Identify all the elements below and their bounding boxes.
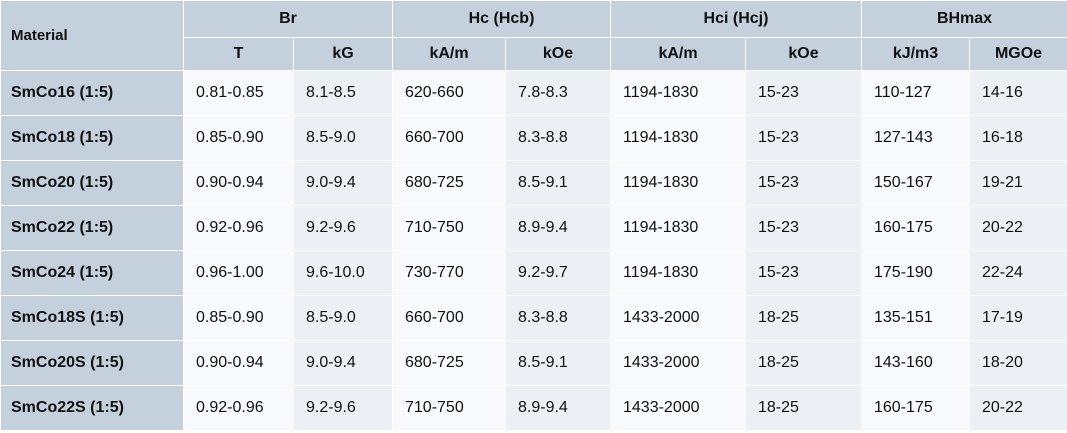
unit-header: kG <box>293 37 393 71</box>
value-cell: 127-143 <box>861 115 970 161</box>
material-cell: SmCo24 (1:5) <box>0 250 184 296</box>
material-cell: SmCo18 (1:5) <box>0 115 184 161</box>
value-cell: 8.9-9.4 <box>505 385 611 431</box>
value-cell: 8.5-9.1 <box>505 160 611 206</box>
value-cell: 730-770 <box>392 250 506 296</box>
value-cell: 0.92-0.96 <box>183 385 294 431</box>
value-cell: 8.9-9.4 <box>505 205 611 251</box>
value-cell: 18-25 <box>745 385 862 431</box>
value-cell: 15-23 <box>745 115 862 161</box>
value-cell: 15-23 <box>745 160 862 206</box>
value-cell: 7.8-8.3 <box>505 70 611 116</box>
table-row: SmCo22S (1:5) 0.92-0.96 9.2-9.6 710-750 8.9-… <box>0 385 1067 431</box>
value-cell: 18-20 <box>968 340 1067 386</box>
value-cell: 9.0-9.4 <box>293 340 393 386</box>
value-cell: 0.90-0.94 <box>183 160 294 206</box>
value-cell: 8.3-8.8 <box>505 115 611 161</box>
value-cell: 17-19 <box>968 295 1067 341</box>
value-cell: 1194-1830 <box>610 250 746 296</box>
value-cell: 8.5-9.1 <box>505 340 611 386</box>
material-cell: SmCo20 (1:5) <box>0 160 184 206</box>
value-cell: 710-750 <box>392 385 506 431</box>
table-row: SmCo16 (1:5) 0.81-0.85 8.1-8.5 620-660 7.8-8… <box>0 70 1067 116</box>
value-cell: 1194-1830 <box>610 160 746 206</box>
value-cell: 1433-2000 <box>610 340 746 386</box>
material-header: Material <box>0 0 184 71</box>
value-cell: 160-175 <box>861 385 970 431</box>
unit-header: MGOe <box>968 37 1067 71</box>
table-row: SmCo20S (1:5) 0.90-0.94 9.0-9.4 680-725 8.5-… <box>0 340 1067 386</box>
value-cell: 20-22 <box>968 385 1067 431</box>
unit-header: kOe <box>745 37 862 71</box>
value-cell: 0.85-0.90 <box>183 295 294 341</box>
table-row: SmCo22 (1:5) 0.92-0.96 9.2-9.6 710-750 8.9-9… <box>0 205 1067 251</box>
value-cell: 660-700 <box>392 115 506 161</box>
value-cell: 175-190 <box>861 250 970 296</box>
value-cell: 15-23 <box>745 250 862 296</box>
value-cell: 1194-1830 <box>610 205 746 251</box>
value-cell: 16-18 <box>968 115 1067 161</box>
value-cell: 0.81-0.85 <box>183 70 294 116</box>
value-cell: 9.6-10.0 <box>293 250 393 296</box>
value-cell: 15-23 <box>745 205 862 251</box>
value-cell: 9.2-9.7 <box>505 250 611 296</box>
value-cell: 1194-1830 <box>610 115 746 161</box>
value-cell: 18-25 <box>745 340 862 386</box>
value-cell: 0.85-0.90 <box>183 115 294 161</box>
header-unit-row: T kG kA/m kOe kA/m kOe kJ/m3 MGOe <box>1 37 1067 71</box>
value-cell: 0.92-0.96 <box>183 205 294 251</box>
material-cell: SmCo18S (1:5) <box>0 295 184 341</box>
unit-header: kJ/m3 <box>861 37 970 71</box>
unit-header: kA/m <box>392 37 506 71</box>
value-cell: 620-660 <box>392 70 506 116</box>
value-cell: 0.96-1.00 <box>183 250 294 296</box>
value-cell: 660-700 <box>392 295 506 341</box>
value-cell: 19-21 <box>968 160 1067 206</box>
value-cell: 18-25 <box>745 295 862 341</box>
value-cell: 9.2-9.6 <box>293 385 393 431</box>
value-cell: 8.5-9.0 <box>293 115 393 161</box>
value-cell: 160-175 <box>861 205 970 251</box>
table-row: SmCo20 (1:5) 0.90-0.94 9.0-9.4 680-725 8.5-9… <box>0 160 1067 206</box>
value-cell: 110-127 <box>861 70 970 116</box>
table-body: SmCo16 (1:5) 0.81-0.85 8.1-8.5 620-660 7.8-8… <box>0 70 1067 431</box>
table-row: SmCo18S (1:5) 0.85-0.90 8.5-9.0 660-700 8.3-… <box>0 295 1067 341</box>
value-cell: 1194-1830 <box>610 70 746 116</box>
table-row: SmCo24 (1:5) 0.96-1.00 9.6-10.0 730-770 9.2-… <box>0 250 1067 296</box>
group-header-bhmax: BHmax <box>860 0 1067 38</box>
material-cell: SmCo20S (1:5) <box>0 340 184 386</box>
value-cell: 0.90-0.94 <box>183 340 294 386</box>
value-cell: 680-725 <box>392 340 506 386</box>
value-cell: 150-167 <box>861 160 970 206</box>
value-cell: 8.5-9.0 <box>293 295 393 341</box>
value-cell: 1433-2000 <box>610 295 746 341</box>
value-cell: 710-750 <box>392 205 506 251</box>
value-cell: 135-151 <box>861 295 970 341</box>
table-row: SmCo18 (1:5) 0.85-0.90 8.5-9.0 660-700 8.3-8… <box>0 115 1067 161</box>
value-cell: 14-16 <box>968 70 1067 116</box>
group-header-hc: Hc (Hcb) <box>392 0 611 38</box>
value-cell: 15-23 <box>745 70 862 116</box>
value-cell: 1433-2000 <box>610 385 746 431</box>
value-cell: 22-24 <box>968 250 1067 296</box>
unit-header: kA/m <box>610 37 746 71</box>
value-cell: 20-22 <box>968 205 1067 251</box>
unit-header: T <box>183 37 294 71</box>
value-cell: 8.3-8.8 <box>505 295 611 341</box>
value-cell: 143-160 <box>861 340 970 386</box>
material-cell: SmCo16 (1:5) <box>0 70 184 116</box>
header-group-row: Material Br Hc (Hcb) Hci (Hcj) BHmax <box>0 0 1067 71</box>
value-cell: 9.0-9.4 <box>293 160 393 206</box>
group-header-hci: Hci (Hcj) <box>610 0 862 38</box>
group-header-br: Br <box>183 0 393 38</box>
material-cell: SmCo22S (1:5) <box>0 385 184 431</box>
value-cell: 9.2-9.6 <box>293 205 393 251</box>
value-cell: 8.1-8.5 <box>293 70 393 116</box>
value-cell: 680-725 <box>392 160 506 206</box>
material-cell: SmCo22 (1:5) <box>0 205 184 251</box>
unit-header: kOe <box>505 37 611 71</box>
